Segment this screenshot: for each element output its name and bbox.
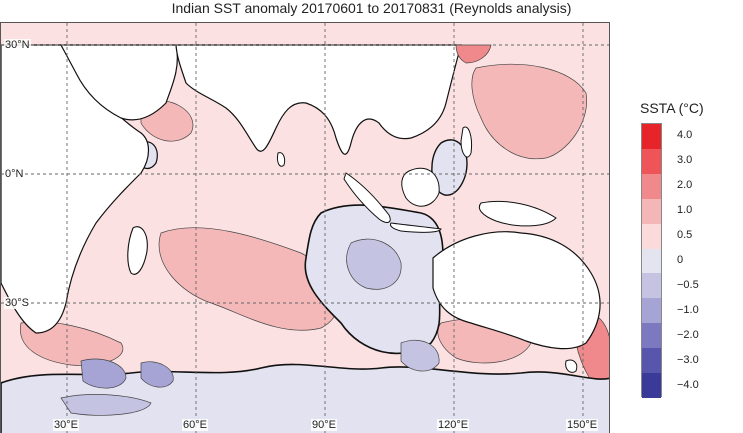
legend-tick-label: −2.0	[677, 328, 699, 341]
legend-tick-label: −4.0	[677, 378, 699, 391]
legend-colorbar	[641, 123, 662, 399]
legend-swatch	[642, 248, 661, 274]
legend-swatch	[642, 148, 661, 175]
negative-anomaly-patch	[400, 339, 440, 372]
positive-anomaly-patch	[455, 44, 492, 64]
negative-anomaly-patch	[60, 394, 152, 416]
negative-anomaly-patch	[140, 361, 174, 388]
legend-swatch	[642, 298, 661, 324]
land-java	[390, 222, 442, 233]
graticule	[1, 23, 609, 433]
legend-tick-label: −0.5	[677, 278, 699, 291]
lon-label-60e: 60°E	[182, 419, 208, 431]
legend-tick-label: 0	[677, 254, 684, 266]
legend-swatch	[642, 323, 661, 349]
land-sri-lanka	[277, 152, 286, 167]
legend-tick-label: −3.0	[677, 353, 699, 366]
land-borneo	[401, 167, 440, 207]
map-title: Indian SST anomaly 20170601 to 20170831 …	[171, 0, 572, 16]
land-australia	[432, 231, 601, 350]
lon-label-120e: 120°E	[437, 419, 470, 431]
legend-swatch	[642, 198, 661, 225]
lat-label-30n: 30°N	[4, 39, 31, 51]
lat-label-0n: 0°N	[4, 168, 25, 180]
legend-swatch	[642, 223, 661, 250]
land-arabia	[59, 44, 178, 121]
legend-swatch	[642, 173, 661, 200]
legend-tick-label: 3.0	[677, 154, 693, 167]
positive-anomaly-patch	[158, 227, 339, 331]
lat-label-30s: 30°S	[4, 297, 30, 309]
lon-label-150e: 150°E	[566, 419, 599, 431]
sst-anomaly-map: 30°N 0°N 30°S 30°E 60°E 90°E 120°E 150°E	[0, 22, 610, 433]
land-tasmania	[565, 359, 578, 373]
positive-anomaly-patch	[20, 321, 124, 366]
land-asia	[175, 44, 462, 155]
legend-swatch	[642, 273, 661, 299]
negative-anomaly-patch	[346, 238, 402, 290]
map-canvas	[1, 23, 609, 433]
land-madagascar	[127, 226, 148, 275]
negative-anomaly-patch	[80, 358, 127, 389]
legend-tick-label: −1.0	[677, 303, 699, 316]
legend-tick-label: 4.0	[677, 129, 693, 142]
positive-anomaly-patch	[471, 63, 587, 160]
legend-title: SSTA (°C)	[640, 100, 704, 116]
legend-swatch	[642, 124, 661, 150]
land-new-guinea	[478, 200, 557, 227]
legend-swatch	[642, 348, 661, 374]
negative-anomaly-region	[431, 139, 468, 196]
legend-swatch	[642, 373, 661, 399]
legend-tick-label: 1.0	[677, 204, 693, 217]
legend-tick-label: 2.0	[677, 179, 693, 192]
color-legend: SSTA (°C) 4.0 3.0 2.0 1.0 0.5 0 −0.5 −1.0 −2.0 −3…	[620, 96, 740, 416]
legend-tick-label: 0.5	[677, 229, 693, 242]
land-philippines	[460, 126, 472, 158]
land-sumatra	[343, 172, 391, 223]
lon-label-90e: 90°E	[311, 419, 337, 431]
lon-label-30e: 30°E	[53, 419, 79, 431]
